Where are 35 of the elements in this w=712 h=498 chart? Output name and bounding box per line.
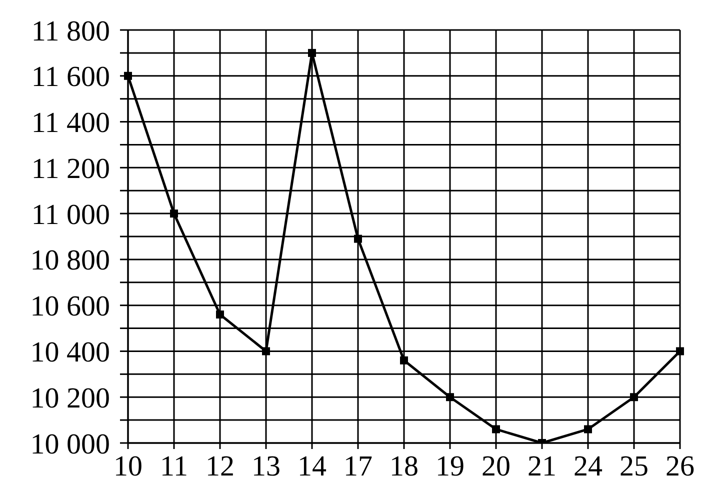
point (676, 347, 684, 356)
point (124, 72, 132, 80)
x-tick-label: 18 (390, 450, 418, 483)
y-tick-label: 10 800 (30, 244, 110, 277)
point (308, 48, 316, 57)
y-tick-label: 10 400 (30, 336, 110, 369)
x-tick-label: 14 (298, 450, 327, 483)
y-tick-label: 11 800 (31, 15, 110, 48)
point (354, 234, 362, 243)
y-tick-label: 10 000 (30, 428, 110, 460)
y-tick-label: 10 200 (30, 382, 110, 414)
x-tick-label: 24 (574, 450, 603, 483)
x-tick-label: 10 (114, 450, 142, 483)
point (584, 425, 592, 434)
point (400, 356, 408, 364)
x-tick-label: 21 (528, 450, 556, 483)
y-tick-label: 11 000 (31, 198, 110, 231)
x-tick-label: 19 (436, 450, 464, 483)
x-tick-label: 12 (206, 450, 234, 483)
y-tick-label: 11 400 (31, 107, 110, 140)
x-tick-label: 26 (666, 450, 694, 483)
x-tick-label: 17 (344, 450, 372, 483)
point (446, 393, 454, 402)
point (492, 425, 500, 434)
x-tick-label: 20 (482, 450, 510, 483)
point (216, 310, 224, 319)
y-tick-label: 11 200 (31, 152, 110, 185)
x-tick-label: 11 (160, 450, 188, 483)
point (630, 393, 638, 402)
x-tick-label: 25 (620, 450, 648, 483)
x-tick-label: 13 (252, 450, 280, 483)
y-tick-label: 11 600 (31, 61, 110, 94)
point (170, 210, 178, 218)
point (262, 347, 270, 356)
y-tick-label: 10 600 (30, 290, 110, 323)
